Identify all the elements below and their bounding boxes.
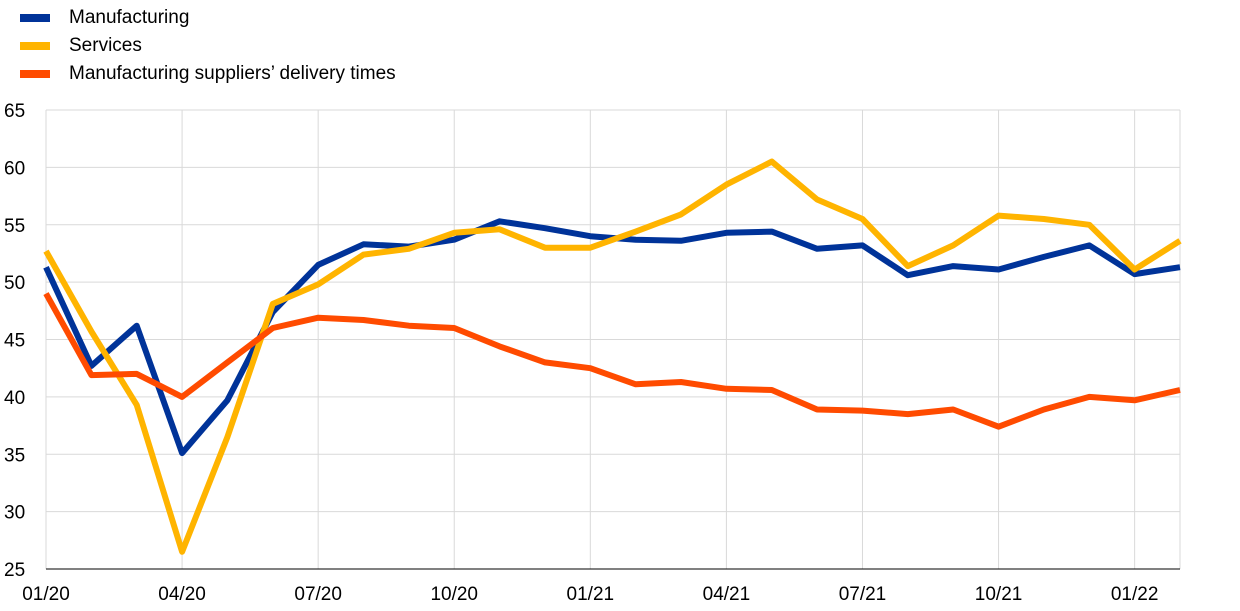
gridlines <box>45 109 1181 570</box>
chart-legend: Manufacturing Services Manufacturing suppl… <box>20 4 396 88</box>
x-tick-label: 07/20 <box>294 584 342 605</box>
x-tick-label: 10/20 <box>430 584 478 605</box>
y-tick-label: 55 <box>4 216 25 237</box>
x-tick-label: 07/21 <box>839 584 887 605</box>
y-tick-label: 25 <box>4 560 25 581</box>
y-tick-label: 40 <box>4 388 25 409</box>
legend-label: Manufacturing suppliers’ delivery times <box>69 63 396 84</box>
series-line-2 <box>43 158 1182 555</box>
x-tick-label: 01/22 <box>1111 584 1159 605</box>
series-line-1 <box>43 218 1181 457</box>
legend-item: Manufacturing suppliers’ delivery times <box>20 60 396 88</box>
y-tick-label: 60 <box>4 158 25 179</box>
legend-swatch <box>20 42 50 50</box>
legend-label: Services <box>69 35 142 56</box>
legend-swatch <box>20 70 50 78</box>
y-tick-label: 50 <box>4 273 25 294</box>
x-tick-label: 04/20 <box>158 584 206 605</box>
y-tick-label: 35 <box>4 445 25 466</box>
y-tick-label: 45 <box>4 331 25 352</box>
x-tick-label: 04/21 <box>703 584 751 605</box>
x-tick-label: 10/21 <box>975 584 1023 605</box>
y-tick-label: 65 <box>4 101 25 122</box>
legend-label: Manufacturing <box>69 7 190 28</box>
legend-item: Manufacturing <box>20 4 396 32</box>
legend-item: Services <box>20 32 396 60</box>
y-tick-label: 30 <box>4 503 25 524</box>
legend-swatch <box>20 14 50 22</box>
y-axis-tick-labels: 25 30 35 40 45 50 55 60 65 <box>4 101 25 581</box>
x-axis-tick-labels: 01/20 04/20 07/20 10/20 01/21 04/21 07/21 10/21… <box>22 584 1158 605</box>
series-lines <box>43 158 1182 555</box>
x-tick-label: 01/21 <box>567 584 615 605</box>
x-tick-label: 01/20 <box>22 584 70 605</box>
series-line-3 <box>43 292 1181 430</box>
